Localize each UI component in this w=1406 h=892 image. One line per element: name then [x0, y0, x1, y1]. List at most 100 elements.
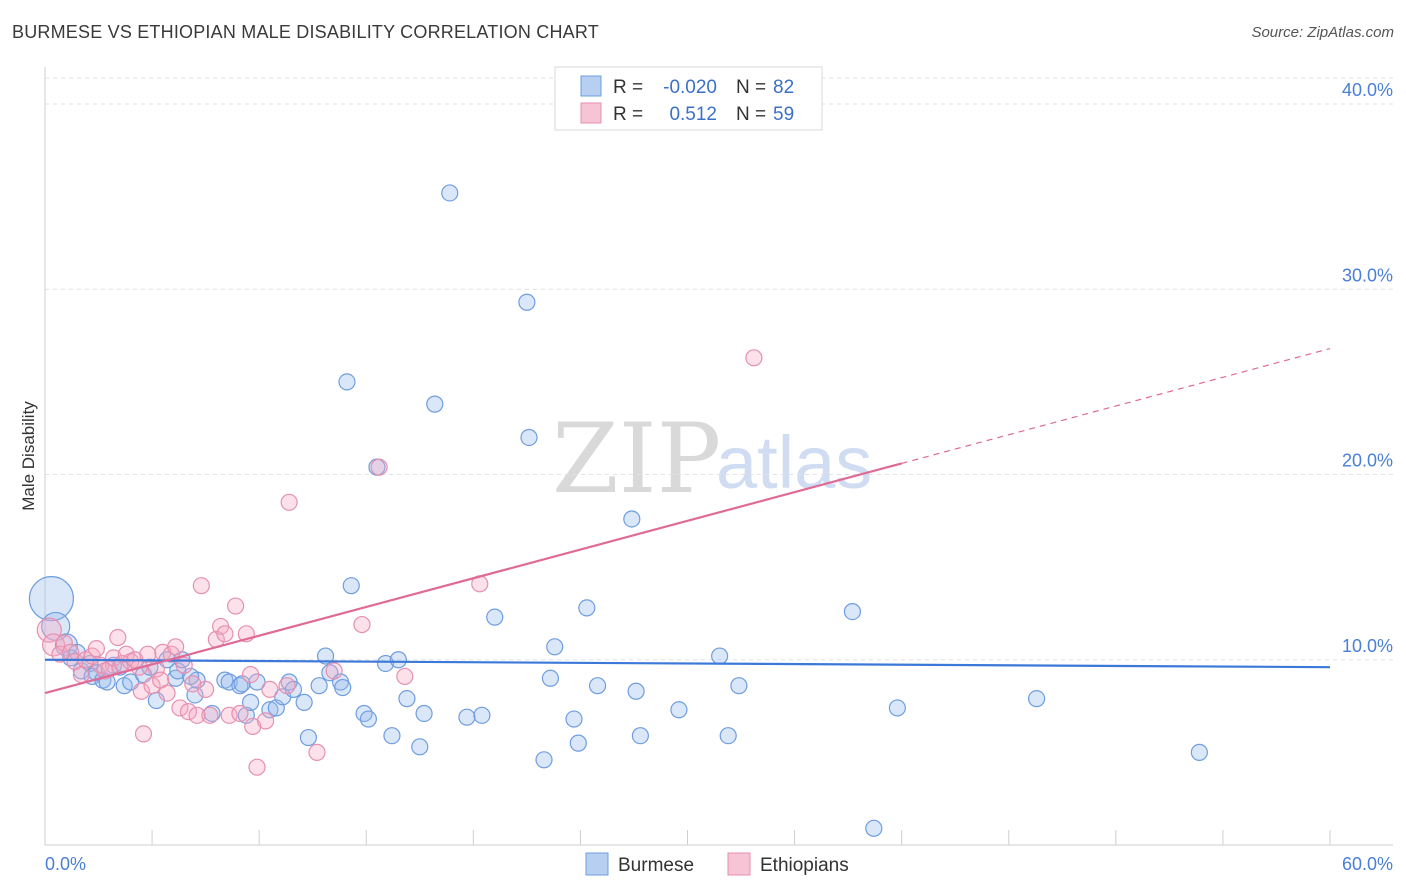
watermark-zip: ZIP [552, 403, 721, 515]
ethiopian-point [308, 743, 326, 761]
ethiopian-point [41, 633, 66, 657]
burmese-point [415, 704, 433, 723]
legend-swatch-burmese [580, 75, 602, 97]
burmese-point [711, 647, 729, 665]
ethiopian-point [220, 706, 238, 724]
burmese-point [186, 686, 204, 704]
legend-n-value-ethiopians: 59 [773, 104, 794, 125]
ethiopian-point [167, 638, 185, 656]
ethiopian-point [104, 649, 123, 667]
burmese-point [865, 819, 883, 837]
legend-r-value-ethiopians: 0.512 [669, 104, 717, 125]
burmese-point [535, 751, 553, 769]
burmese-point [473, 706, 491, 724]
burmese-point [376, 654, 395, 673]
burmese-point [578, 599, 596, 617]
burmese-point [730, 677, 748, 695]
ethiopian-point [72, 665, 91, 684]
ethiopian-point [278, 677, 296, 695]
burmese-point [843, 602, 862, 621]
burmese-point [383, 727, 401, 745]
burmese-point [295, 693, 313, 711]
burmese-point [670, 701, 688, 719]
ethiopian-point [188, 706, 206, 724]
bottom-legend-label-burmese: Burmese [618, 855, 694, 876]
x-tick-label: 0.0% [45, 854, 86, 874]
y-tick-label: 20.0% [1342, 451, 1393, 471]
burmese-point [242, 693, 260, 711]
burmese-point [458, 708, 476, 726]
ethiopian-point [261, 680, 279, 699]
burmese-point [299, 728, 318, 747]
ethiopian-point [370, 458, 388, 476]
ethiopian-point [231, 704, 249, 723]
ethiopian-point [227, 597, 245, 615]
y-tick-label: 40.0% [1342, 80, 1393, 100]
ethiopian-point [134, 725, 153, 743]
source-label: Source: ZipAtlas.com [1251, 24, 1394, 41]
ethiopian-point [201, 706, 219, 724]
burmese-point [520, 428, 538, 447]
burmese-point [411, 738, 429, 756]
burmese-point [426, 395, 444, 413]
ethiopian-point [109, 628, 127, 647]
ethiopian-point [179, 703, 198, 721]
burmese-point [888, 699, 906, 717]
ethiopian-point [184, 675, 202, 693]
series-legend: Burmese Ethiopians [585, 852, 849, 876]
gridlines [45, 77, 1393, 661]
correlation-legend: R = -0.020 N = 82 R = 0.512 N = 59 [554, 66, 823, 131]
burmese-point [1027, 690, 1046, 708]
ethiopian-point [216, 625, 234, 643]
burmese-point [310, 677, 328, 695]
ethiopian-point [396, 667, 414, 686]
legend-r-value-burmese: -0.020 [663, 77, 717, 98]
axes [44, 67, 1393, 846]
legend-swatch-ethiopians [580, 102, 602, 124]
ethiopian-point [325, 662, 343, 680]
trendlines [44, 347, 1331, 695]
ethiopian-point [36, 617, 62, 643]
legend-r-label-burmese: R = [613, 77, 643, 98]
burmese-point [338, 373, 356, 391]
legend-n-label-ethiopians: N = [736, 104, 766, 125]
ethiopian-point [55, 634, 73, 652]
watermark: ZIP atlas [552, 403, 872, 515]
burmese-point [627, 682, 645, 700]
y-tick-labels: 10.0% 20.0% 30.0% 40.0% [1342, 80, 1393, 656]
burmese-point [588, 677, 607, 695]
ethiopian-point [256, 712, 275, 730]
burmese-point [220, 673, 238, 691]
legend-r-label-ethiopians: R = [613, 104, 643, 125]
burmese-point [28, 576, 75, 622]
burmese-trendline [44, 658, 1331, 669]
x-ticks [44, 830, 1331, 845]
burmese-point [541, 669, 560, 687]
ethiopian-point [143, 677, 161, 695]
bottom-legend-swatch-ethiopians [727, 852, 751, 876]
burmese-point [334, 678, 352, 697]
bottom-legend-label-ethiopians: Ethiopians [760, 855, 849, 876]
y-tick-label: 10.0% [1342, 636, 1393, 656]
ethiopian-point [51, 645, 69, 663]
burmese-point [359, 710, 377, 728]
burmese-point [316, 647, 335, 665]
ethiopian-point [171, 699, 189, 717]
ethiopian-point [158, 684, 176, 702]
y-axis-title: Male Disability [19, 401, 38, 511]
burmese-point [719, 727, 737, 745]
ethiopian-point [745, 349, 763, 367]
ethiopian-point [132, 682, 150, 700]
legend-n-label-burmese: N = [736, 77, 766, 98]
burmese-point [631, 727, 649, 745]
ethiopian-point [139, 645, 157, 663]
burmese-point [441, 184, 459, 202]
ethiopian-point [244, 717, 262, 736]
bottom-legend-swatch-burmese [585, 852, 609, 876]
ethiopians-trendline-extension [901, 347, 1331, 464]
x-tick-label: 60.0% [1342, 854, 1393, 874]
burmese-point [518, 293, 536, 311]
burmese-point [1190, 743, 1208, 761]
ethiopian-point [248, 758, 266, 776]
